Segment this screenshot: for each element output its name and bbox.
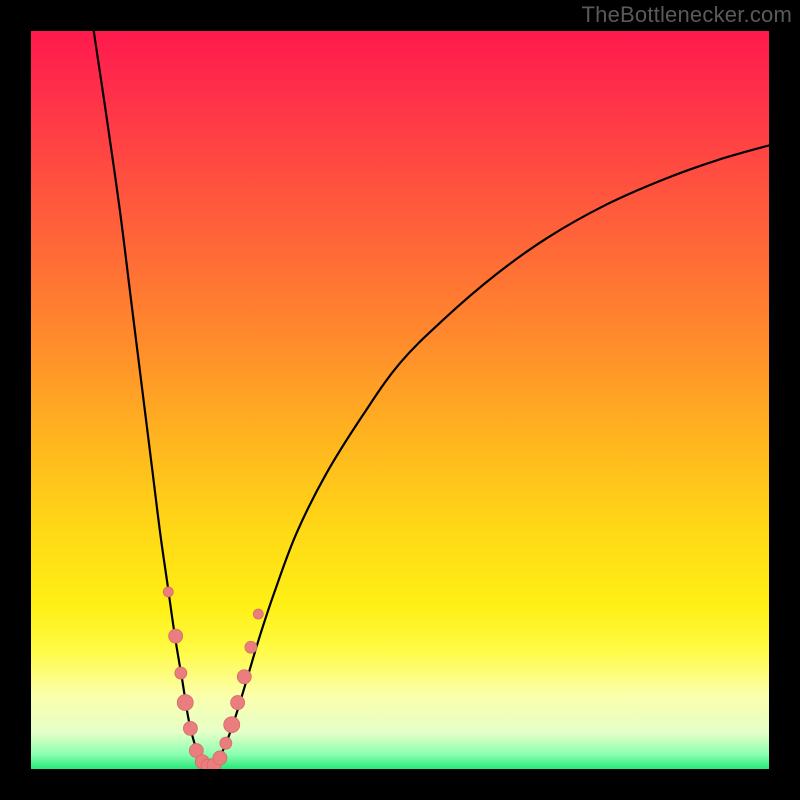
watermark-text: TheBottlenecker.com [582,2,792,28]
figure-root: TheBottlenecker.com [0,0,800,800]
data-marker [253,609,263,619]
data-marker [163,587,173,597]
data-marker [237,670,251,684]
data-marker [175,667,187,679]
bottleneck-chart-svg [0,0,800,800]
gradient-background [31,31,769,769]
data-marker [183,721,197,735]
data-marker [224,717,240,733]
data-marker [245,641,257,653]
data-marker [177,695,193,711]
plot-area [31,31,769,773]
data-marker [231,696,245,710]
data-marker [169,629,183,643]
data-marker [213,751,227,765]
data-marker [220,737,232,749]
